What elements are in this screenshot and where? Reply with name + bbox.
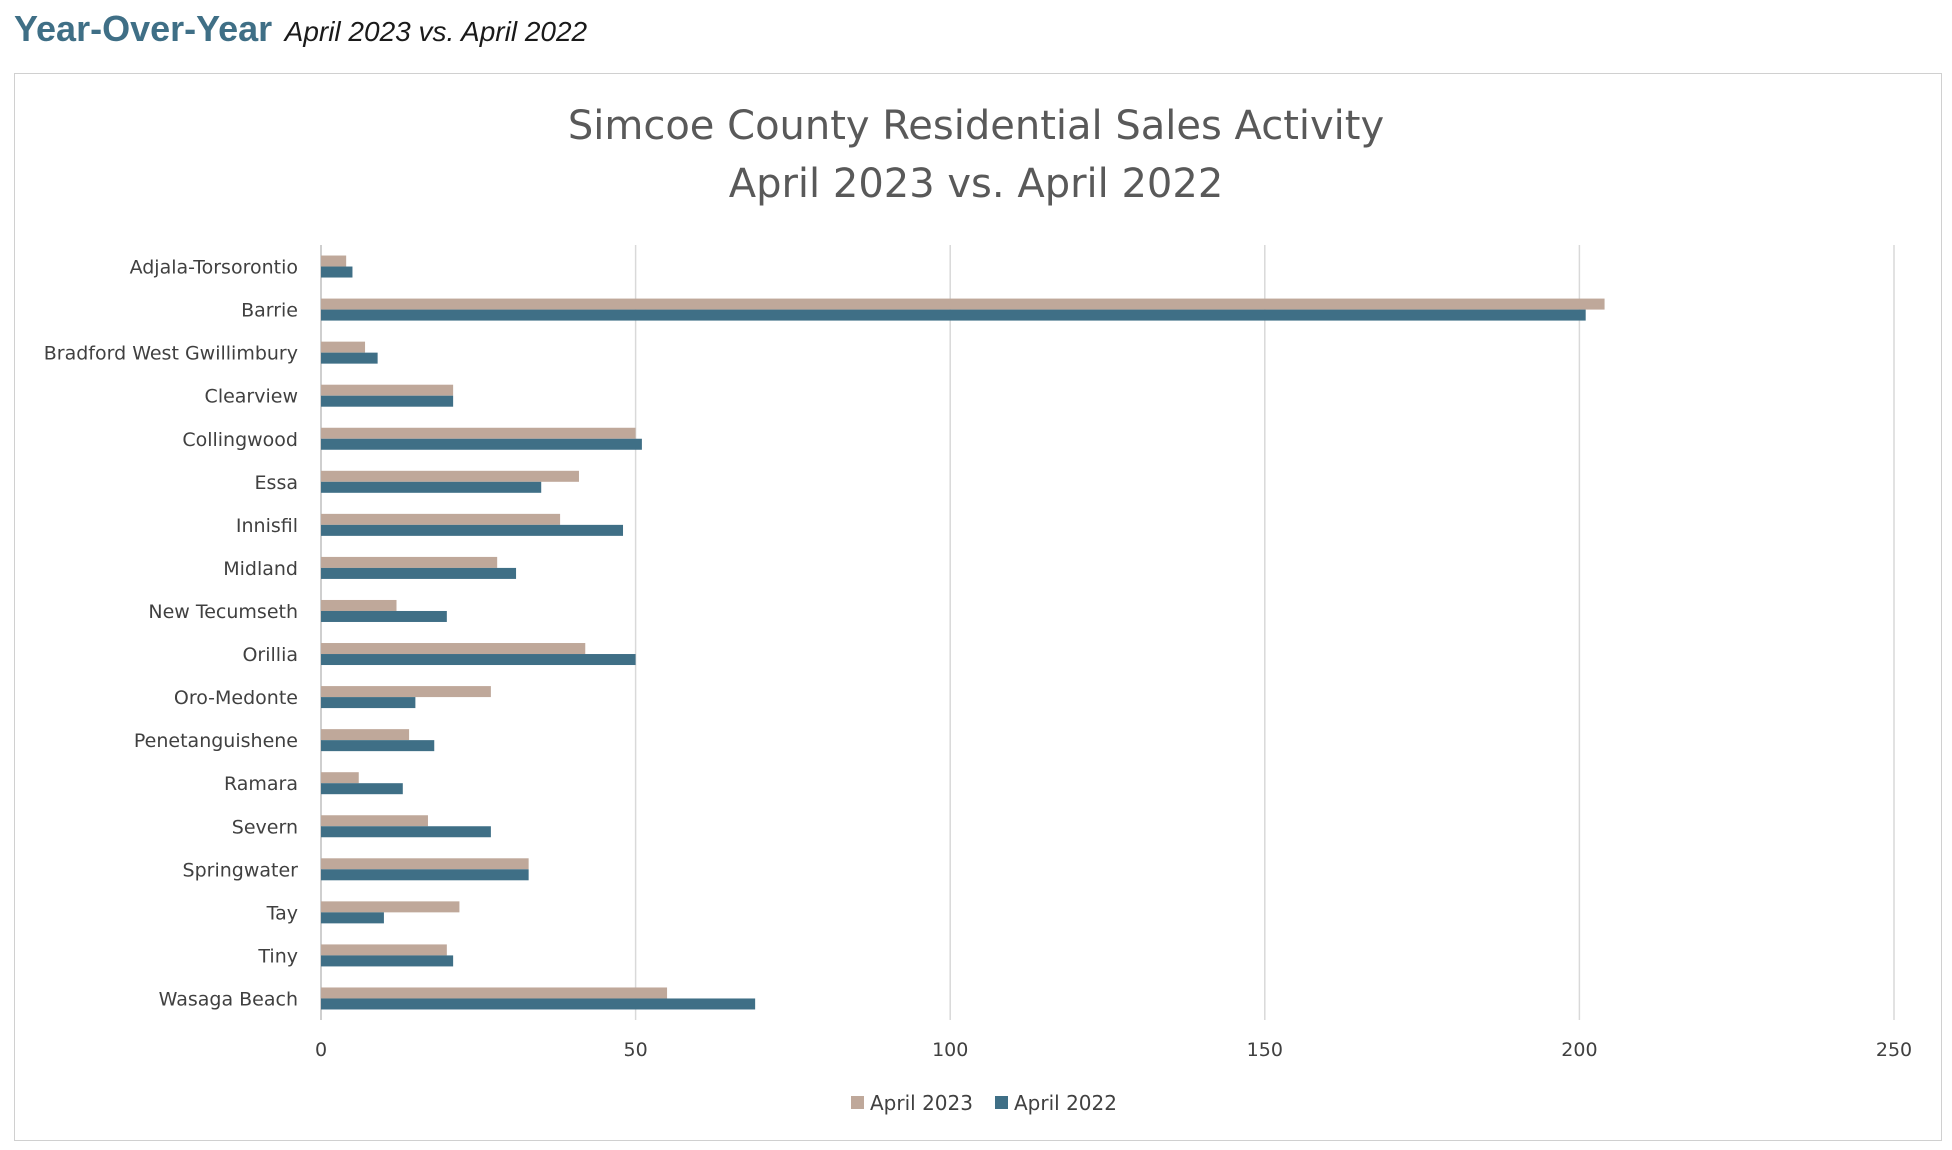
bar-april-2023 (321, 556, 498, 568)
chart-subtitle: April 2023 vs. April 2022 (729, 161, 1224, 207)
gridlines (320, 245, 1895, 1020)
bar-april-2023 (321, 341, 366, 353)
bar-april-2023 (321, 729, 410, 741)
x-tick-labels: 0 50 100 150 200 250 (315, 1039, 1912, 1061)
x-tick-label: 100 (932, 1039, 968, 1061)
bar-april-2022 (321, 481, 542, 493)
category-label: Springwater (183, 859, 299, 881)
category-label: Essa (255, 472, 298, 494)
bar-april-2023 (321, 427, 636, 439)
bar-april-2023 (321, 944, 447, 956)
bar-april-2022 (321, 266, 353, 278)
bar-april-2023 (321, 772, 359, 784)
category-label: Bradford West Gwillimbury (44, 343, 298, 365)
bar-april-2022 (321, 352, 378, 364)
category-label: Wasaga Beach (159, 988, 298, 1010)
chart-frame (14, 73, 1942, 1141)
bar-april-2022 (321, 912, 384, 924)
bar-april-2022 (321, 524, 624, 536)
bar-april-2023 (321, 513, 561, 525)
x-tick-label: 50 (624, 1039, 648, 1061)
legend-label: April 2023 (870, 1091, 973, 1115)
category-label: Orillia (242, 644, 298, 666)
bar-april-2022 (321, 998, 756, 1010)
legend: April 2023 April 2022 (851, 1091, 1117, 1115)
category-label: Penetanguishene (134, 730, 298, 752)
category-labels: Adjala-Torsorontio Barrie Bradford West Gw… (44, 257, 298, 1011)
chart-title: Simcoe County Residential Sales Activity (568, 103, 1384, 149)
category-label: Oro-Medonte (174, 687, 298, 709)
legend-swatch (851, 1096, 864, 1109)
bar-april-2022 (321, 309, 1586, 321)
legend-swatch (995, 1096, 1008, 1109)
category-label: Tiny (257, 945, 298, 967)
page-heading-main: Year-Over-Year (14, 8, 273, 49)
bar-april-2023 (321, 470, 579, 482)
bar-april-2022 (321, 826, 491, 838)
bar-april-2023 (321, 901, 460, 913)
category-label: Clearview (205, 386, 298, 408)
bar-april-2023 (321, 815, 428, 827)
category-label: New Tecumseth (148, 601, 298, 623)
x-tick-label: 200 (1561, 1039, 1597, 1061)
bar-april-2023 (321, 987, 668, 999)
legend-label: April 2022 (1014, 1091, 1117, 1115)
bar-april-2023 (321, 255, 347, 267)
bar-april-2022 (321, 783, 403, 795)
category-label: Severn (232, 816, 298, 838)
x-tick-label: 250 (1876, 1039, 1912, 1061)
bar-april-2023 (321, 643, 586, 655)
category-label: Collingwood (182, 429, 298, 451)
category-label: Barrie (241, 300, 298, 322)
bar-april-2023 (321, 384, 454, 396)
bar-april-2023 (321, 298, 1605, 310)
bar-april-2023 (321, 599, 397, 611)
bar-april-2022 (321, 610, 447, 622)
bar-april-2022 (321, 567, 517, 579)
bar-april-2022 (321, 438, 642, 450)
bar-april-2022 (321, 697, 416, 709)
bars (321, 255, 1605, 1010)
category-label: Tay (266, 902, 298, 924)
bar-april-2023 (321, 686, 491, 698)
bar-april-2023 (321, 858, 529, 870)
page-heading-sub: April 2023 vs. April 2022 (284, 16, 588, 47)
x-tick-label: 0 (315, 1039, 327, 1061)
page-heading: Year-Over-Year April 2023 vs. April 2022 (14, 8, 587, 50)
x-tick-label: 150 (1247, 1039, 1283, 1061)
bar-april-2022 (321, 654, 636, 666)
bar-april-2022 (321, 869, 529, 881)
category-label: Midland (223, 558, 298, 580)
category-label: Ramara (224, 773, 298, 795)
category-label: Adjala-Torsorontio (130, 257, 298, 279)
bar-april-2022 (321, 955, 454, 967)
bar-april-2022 (321, 395, 454, 407)
category-label: Innisfil (236, 515, 298, 537)
bar-april-2022 (321, 740, 435, 752)
